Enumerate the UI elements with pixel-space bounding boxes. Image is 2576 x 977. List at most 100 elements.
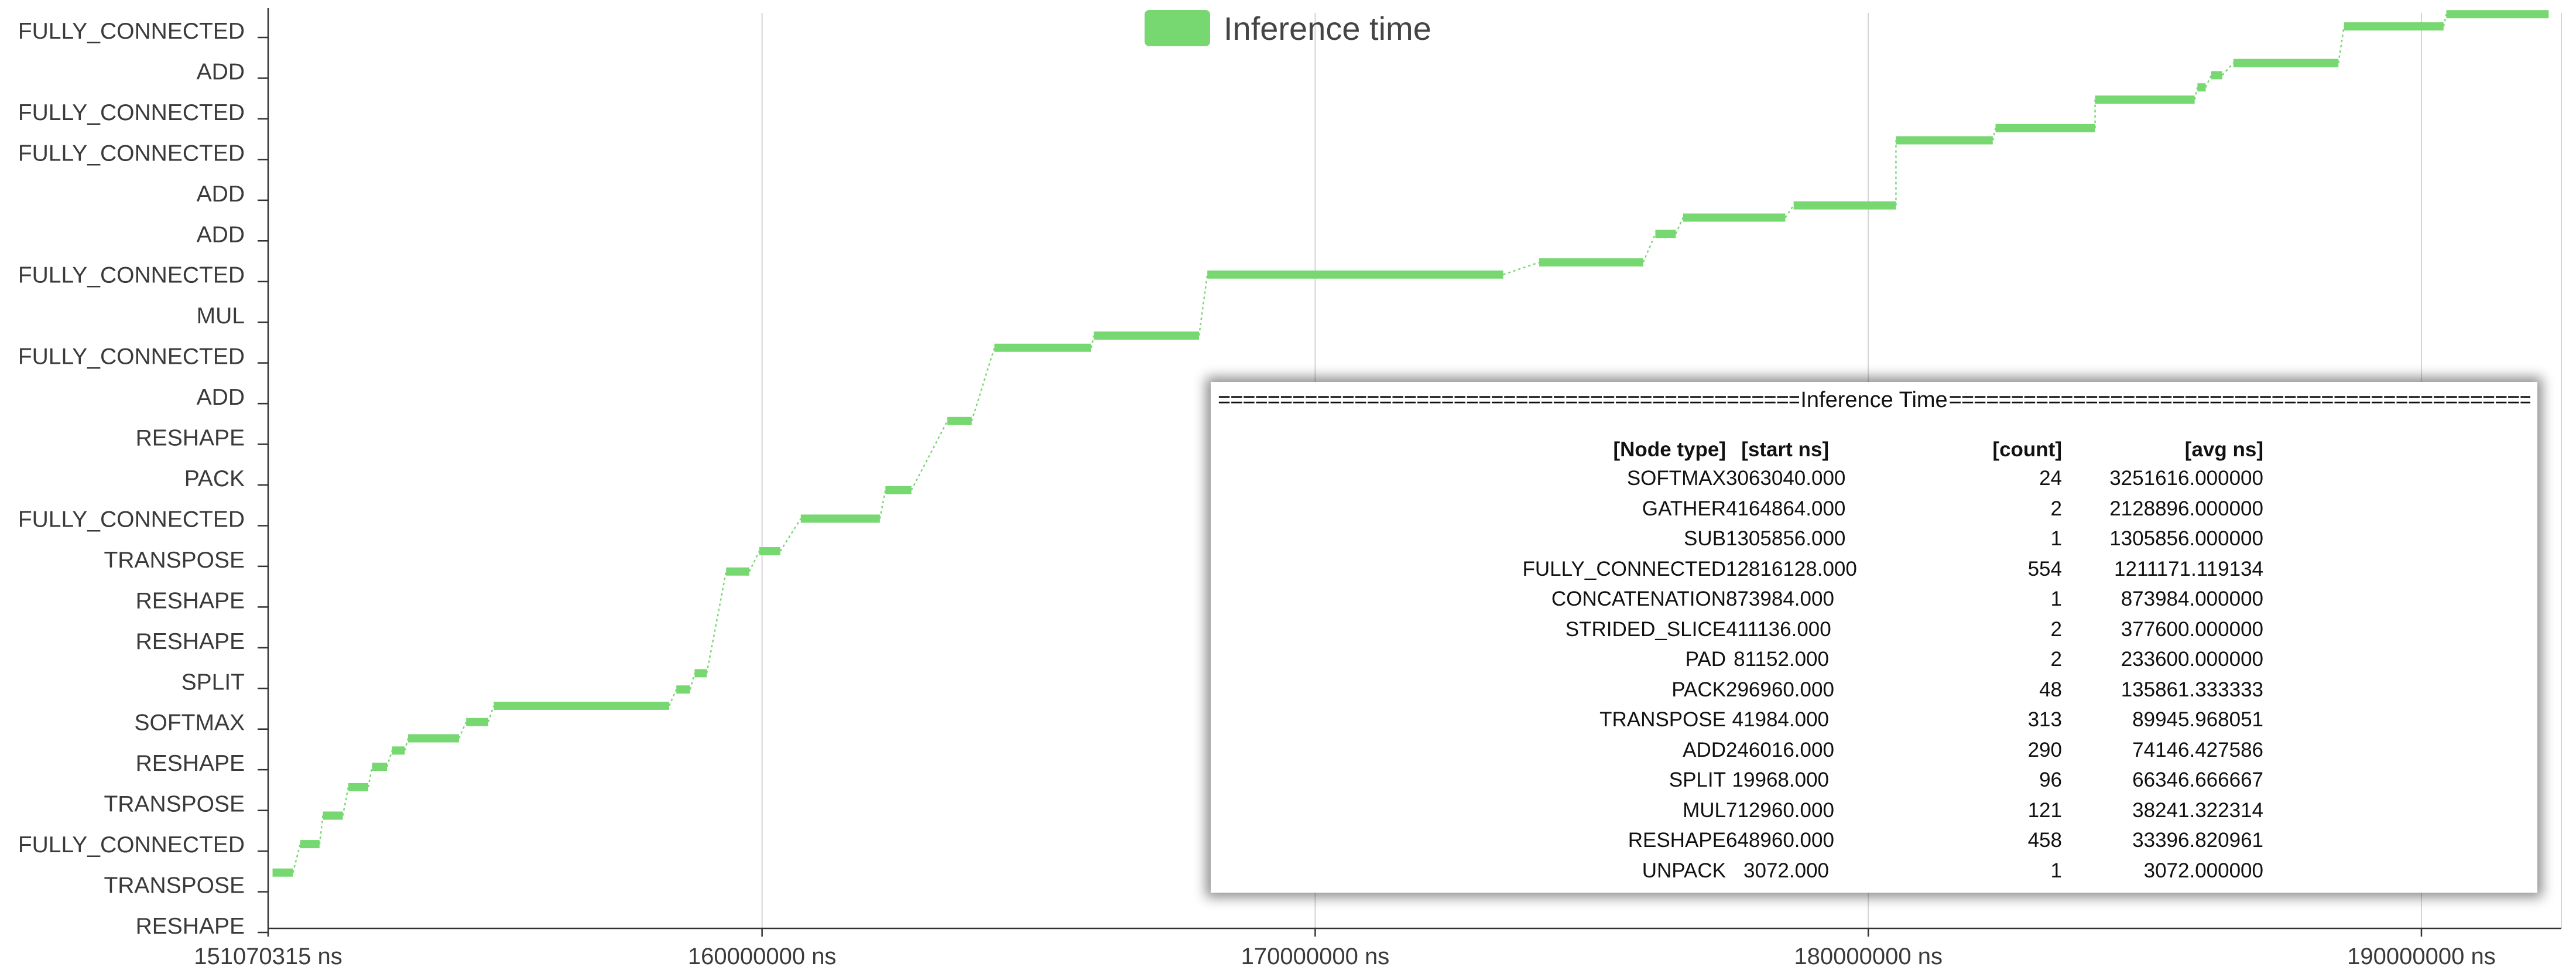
y-category-label: TRANSPOSE — [104, 873, 245, 899]
x-axis-labels: 151070315 ns 160000000 ns 170000000 ns 1800… — [194, 944, 2496, 969]
segment-connector — [1675, 217, 1684, 234]
legend-swatch — [1145, 10, 1210, 46]
cell-start-ns: 81152.000 — [1734, 648, 1829, 671]
cell-count: 1 — [2050, 859, 2062, 882]
y-category-label: SOFTMAX — [134, 710, 245, 736]
legend[interactable]: Inference time — [1145, 10, 1431, 47]
segment-connectors — [292, 13, 2447, 873]
cell-node-type: TRANSPOSE — [1599, 708, 1726, 731]
y-category-label: FULLY_CONNECTED — [18, 141, 245, 166]
cell-avg-ns: 377600.000000 — [2121, 617, 2263, 641]
header-node-type: [Node type] — [1613, 438, 1727, 461]
y-category-label: TRANSPOSE — [104, 792, 245, 817]
timeline-bar — [1995, 124, 2095, 132]
timeline-bar — [348, 783, 368, 791]
cell-avg-ns: 33396.820961 — [2132, 829, 2263, 852]
title-rule-left: ========================================… — [1218, 388, 1800, 412]
timeline-bar — [1683, 213, 1786, 222]
cell-count: 2 — [2050, 497, 2062, 520]
segment-connector — [748, 551, 761, 572]
timeline-bar — [2211, 71, 2222, 80]
y-category-label: RESHAPE — [136, 914, 245, 939]
timeline-bar — [694, 669, 707, 678]
timeline-bar — [1896, 136, 1993, 145]
cell-start-ns: 3072.000 — [1743, 859, 1829, 882]
cell-avg-ns: 135861.333333 — [2121, 678, 2263, 701]
timeline-bar — [800, 514, 880, 523]
header-count: [count] — [1992, 438, 2062, 461]
segment-connector — [879, 490, 886, 519]
segment-connector — [2205, 74, 2212, 88]
cell-count: 290 — [2027, 738, 2062, 761]
cell-avg-ns: 89945.968051 — [2132, 708, 2263, 731]
cell-count: 313 — [2027, 708, 2062, 731]
segment-connector — [910, 421, 948, 491]
cell-node-type: CONCATENATION — [1551, 587, 1726, 610]
segment-connector — [386, 750, 393, 767]
cell-node-type: SOFTMAX — [1626, 467, 1726, 490]
y-category-label: FULLY_CONNECTED — [18, 832, 245, 858]
segment-connector — [367, 766, 373, 788]
segment-connector — [1642, 233, 1656, 263]
y-category-label: SPLIT — [181, 669, 245, 695]
y-category-label: FULLY_CONNECTED — [18, 344, 245, 370]
y-category-label: RESHAPE — [136, 426, 245, 451]
cell-node-type: PACK — [1671, 678, 1726, 701]
cell-start-ns: 1305856.000 — [1726, 527, 1846, 550]
segment-connector — [342, 787, 350, 816]
timeline-bar — [2344, 22, 2444, 31]
cell-count: 96 — [2039, 768, 2062, 791]
timeline-bar — [323, 811, 343, 820]
segment-connector — [668, 689, 677, 706]
segment-connector — [404, 738, 409, 751]
y-category-label: RESHAPE — [136, 751, 245, 776]
timeline-bar — [676, 685, 690, 694]
y-category-label: FULLY_CONNECTED — [18, 263, 245, 288]
cell-start-ns: 648960.000 — [1726, 829, 1834, 852]
y-category-label: TRANSPOSE — [104, 548, 245, 573]
cell-count: 48 — [2039, 678, 2062, 701]
cell-start-ns: 19968.000 — [1732, 768, 1829, 791]
timeline-bar — [2233, 59, 2339, 67]
segment-connector — [689, 673, 696, 690]
timeline-bar — [494, 701, 669, 710]
timeline-bar — [466, 718, 488, 726]
segment-connector — [2338, 26, 2345, 63]
cell-node-type: SPLIT — [1669, 768, 1726, 791]
timeline-bar — [1207, 270, 1503, 279]
timeline-bar — [2197, 83, 2206, 92]
timeline-bar — [2446, 10, 2549, 19]
segment-connector — [1784, 204, 1794, 218]
cell-start-ns: 411136.000 — [1726, 617, 1831, 641]
y-category-label: ADD — [197, 59, 245, 84]
segment-connector — [487, 705, 495, 723]
timeline-bar — [2095, 95, 2195, 104]
cell-start-ns: 712960.000 — [1726, 798, 1834, 822]
cell-count: 554 — [2027, 557, 2062, 580]
y-category-label: FULLY_CONNECTED — [18, 507, 245, 532]
timeline-bar — [272, 868, 293, 877]
timeline-bar — [392, 746, 405, 755]
cell-start-ns: 4164864.000 — [1726, 497, 1846, 520]
cell-avg-ns: 1305856.000000 — [2109, 527, 2263, 550]
timeline-bar — [947, 416, 972, 425]
cell-avg-ns: 3072.000000 — [2143, 859, 2263, 882]
segment-connector — [779, 518, 801, 552]
cell-node-type: RESHAPE — [1628, 829, 1726, 852]
cell-avg-ns: 3251616.000000 — [2109, 467, 2263, 490]
timeline-bar — [994, 343, 1091, 352]
segment-connector — [458, 722, 467, 739]
y-category-label: ADD — [197, 385, 245, 410]
cell-count: 121 — [2027, 798, 2062, 822]
cell-avg-ns: 66346.666667 — [2132, 768, 2263, 791]
cell-start-ns: 873984.000 — [1726, 587, 1834, 610]
timeline-bar — [407, 734, 459, 743]
timeline-bar — [1539, 258, 1643, 267]
cell-count: 24 — [2039, 467, 2062, 490]
cell-start-ns: 12816128.000 — [1726, 557, 1857, 580]
cell-avg-ns: 233600.000000 — [2121, 648, 2263, 671]
x-tick-label: 160000000 ns — [688, 944, 837, 969]
segment-connector — [2221, 62, 2234, 76]
cell-avg-ns: 873984.000000 — [2121, 587, 2263, 610]
timeline-bar — [885, 486, 912, 494]
